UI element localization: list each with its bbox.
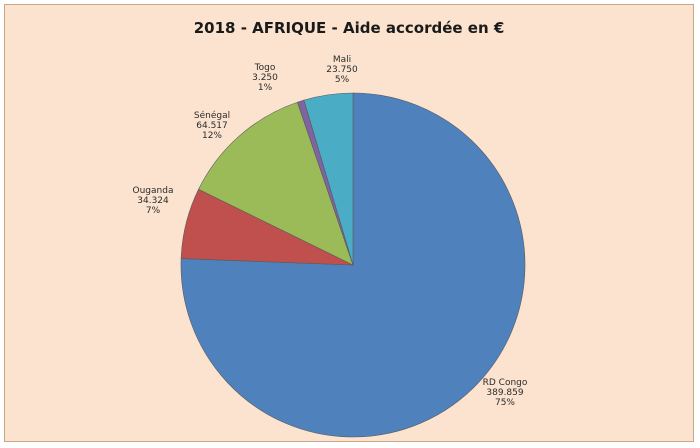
data-label-mali: Mali 23.750 5%	[326, 55, 358, 85]
data-label-togo: Togo 3.250 1%	[252, 63, 278, 93]
data-label-s-n-gal: Sénégal 64.517 12%	[194, 110, 230, 141]
data-label-ouganda: Ouganda 34.324 7%	[133, 186, 174, 216]
data-label-rd-congo: RD Congo 389.859 75%	[483, 378, 528, 408]
